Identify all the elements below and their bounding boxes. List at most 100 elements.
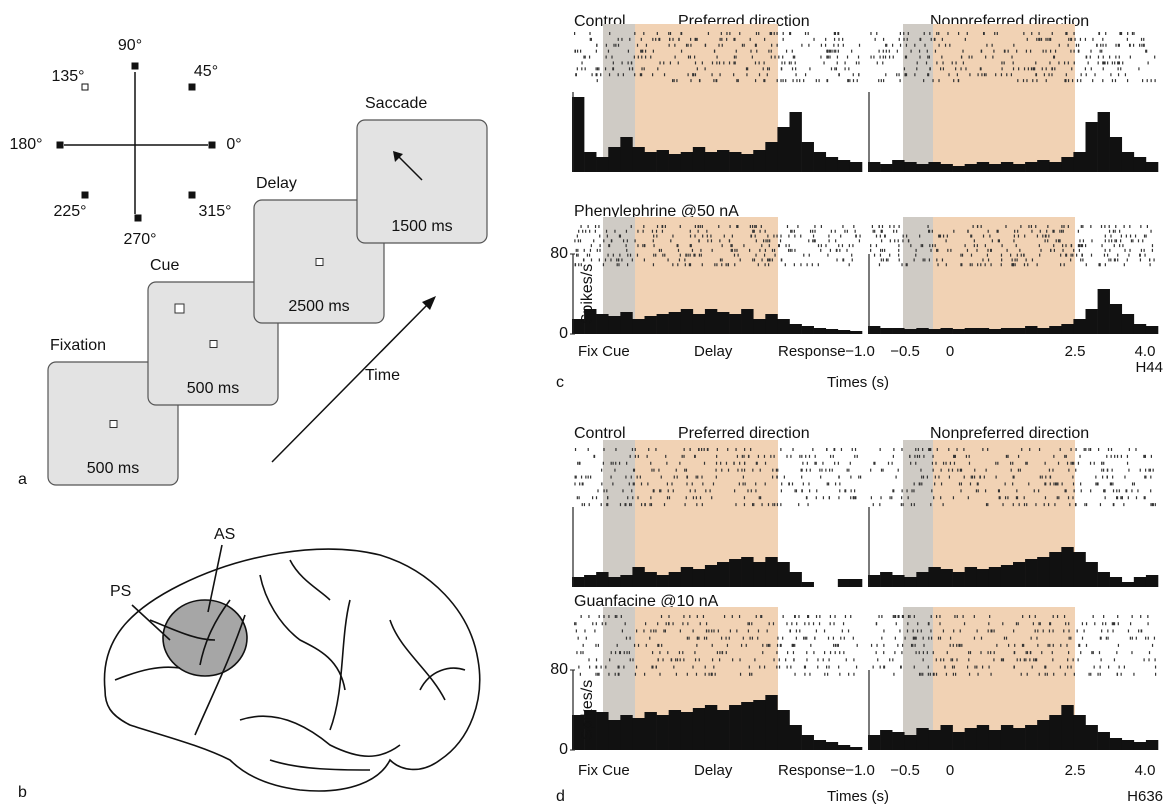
raster-tick bbox=[711, 239, 712, 242]
raster-tick bbox=[1018, 235, 1019, 238]
histogram-bar bbox=[1061, 324, 1073, 334]
raster-tick bbox=[576, 73, 577, 76]
raster-tick bbox=[1070, 448, 1071, 451]
raster-tick bbox=[954, 666, 955, 669]
raster-tick bbox=[630, 254, 631, 257]
raster-tick bbox=[914, 482, 915, 485]
raster-tick bbox=[1024, 67, 1025, 70]
raster-tick bbox=[822, 462, 823, 465]
raster-tick bbox=[967, 666, 968, 669]
raster-tick bbox=[678, 38, 679, 41]
raster-tick bbox=[1117, 673, 1118, 676]
raster-tick bbox=[606, 44, 607, 47]
raster-tick bbox=[1105, 235, 1106, 238]
raster-tick bbox=[715, 469, 716, 472]
histogram-bar bbox=[1146, 740, 1158, 750]
raster-tick bbox=[611, 239, 612, 242]
raster-tick bbox=[971, 476, 972, 479]
raster-tick bbox=[1038, 38, 1039, 41]
raster-tick bbox=[945, 44, 946, 47]
cell-code: H636 bbox=[1127, 788, 1163, 805]
raster-tick bbox=[1145, 469, 1146, 472]
raster-tick bbox=[1029, 615, 1030, 618]
raster-tick bbox=[575, 448, 576, 451]
raster-tick bbox=[990, 629, 991, 632]
histogram-bar bbox=[1061, 157, 1073, 172]
raster-tick bbox=[1106, 637, 1107, 640]
raster-tick bbox=[662, 254, 663, 257]
raster-tick bbox=[842, 244, 843, 247]
raster-tick bbox=[765, 263, 766, 266]
raster-tick bbox=[1112, 482, 1113, 485]
raster-tick bbox=[935, 50, 936, 53]
raster-tick bbox=[885, 56, 886, 59]
raster-tick bbox=[1154, 637, 1155, 640]
raster-tick bbox=[634, 644, 635, 647]
raster-tick bbox=[1147, 622, 1148, 625]
raster-tick bbox=[952, 61, 953, 64]
raster-tick bbox=[1127, 32, 1128, 35]
raster-tick bbox=[601, 503, 602, 506]
raster-tick bbox=[896, 73, 897, 76]
raster-tick bbox=[653, 629, 654, 632]
raster-tick bbox=[1080, 38, 1081, 41]
raster-tick bbox=[825, 44, 826, 47]
raster-tick bbox=[588, 615, 589, 618]
raster-tick bbox=[1063, 629, 1064, 632]
x-tick-label: Fix Cue bbox=[578, 762, 630, 779]
histogram-bar bbox=[850, 747, 862, 750]
raster-tick bbox=[898, 249, 899, 252]
raster-tick bbox=[696, 673, 697, 676]
raster-tick bbox=[690, 263, 691, 266]
raster-tick bbox=[1109, 230, 1110, 233]
stage-duration: 500 ms bbox=[187, 380, 239, 397]
target-marker bbox=[132, 63, 138, 69]
raster-tick bbox=[610, 476, 611, 479]
raster-tick bbox=[670, 61, 671, 64]
histogram-bar bbox=[620, 137, 632, 172]
raster-tick bbox=[823, 496, 824, 499]
raster-tick bbox=[575, 622, 576, 625]
raster-tick bbox=[681, 50, 682, 53]
raster-tick bbox=[1145, 235, 1146, 238]
raster-tick bbox=[700, 622, 701, 625]
raster-tick bbox=[712, 658, 713, 661]
raster-tick bbox=[653, 235, 654, 238]
raster-tick bbox=[826, 56, 827, 59]
x-tick-label: −1.0 bbox=[845, 343, 875, 360]
raster-tick bbox=[810, 469, 811, 472]
raster-tick bbox=[1090, 462, 1091, 465]
histogram-bar bbox=[1086, 725, 1098, 750]
raster-tick bbox=[641, 38, 642, 41]
raster-tick bbox=[1122, 496, 1123, 499]
raster-tick bbox=[756, 50, 757, 53]
raster-tick bbox=[1058, 61, 1059, 64]
raster-tick bbox=[908, 239, 909, 242]
raster-tick bbox=[599, 258, 600, 261]
raster-tick bbox=[1028, 482, 1029, 485]
raster-tick bbox=[1048, 73, 1049, 76]
raster-tick bbox=[1040, 622, 1041, 625]
raster-tick bbox=[805, 73, 806, 76]
raster-tick bbox=[968, 496, 969, 499]
raster-tick bbox=[711, 629, 712, 632]
raster-tick bbox=[761, 225, 762, 228]
raster-tick bbox=[700, 249, 701, 252]
histogram-bar bbox=[765, 142, 777, 172]
raster-tick bbox=[687, 673, 688, 676]
raster-tick bbox=[1004, 50, 1005, 53]
raster-tick bbox=[931, 489, 932, 492]
raster-tick bbox=[991, 249, 992, 252]
raster-tick bbox=[1141, 44, 1142, 47]
raster-tick bbox=[788, 235, 789, 238]
raster-tick bbox=[875, 38, 876, 41]
raster-tick bbox=[1063, 225, 1064, 228]
raster-tick bbox=[812, 230, 813, 233]
raster-tick bbox=[960, 254, 961, 257]
raster-tick bbox=[743, 244, 744, 247]
raster-tick bbox=[839, 249, 840, 252]
raster-tick bbox=[853, 79, 854, 82]
raster-tick bbox=[668, 489, 669, 492]
raster-tick bbox=[1026, 503, 1027, 506]
raster-tick bbox=[823, 61, 824, 64]
